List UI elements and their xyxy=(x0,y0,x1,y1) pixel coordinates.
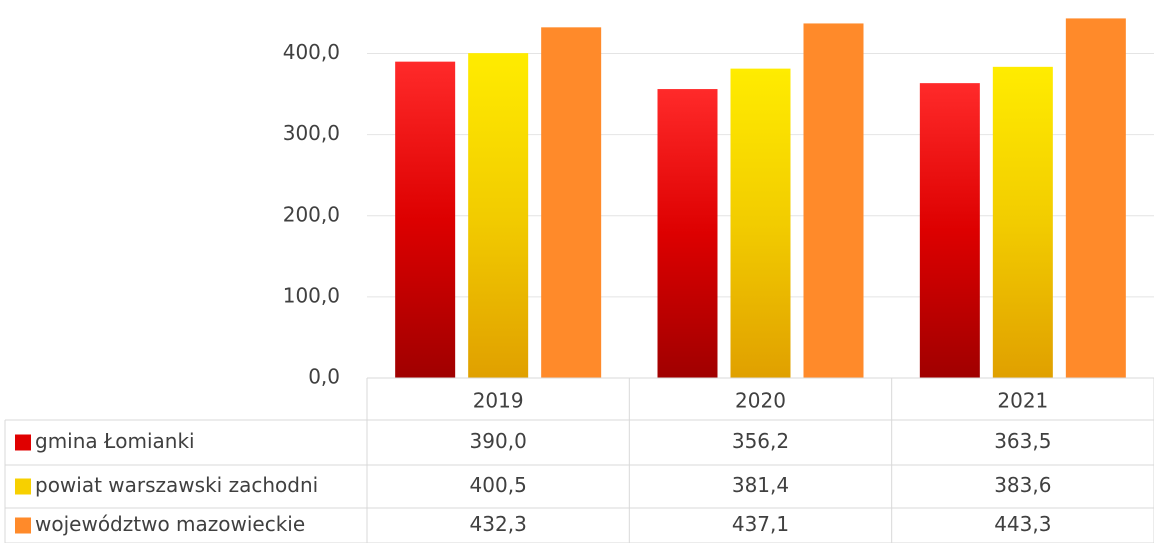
legend-swatch xyxy=(15,434,31,451)
x-tick-label: 2020 xyxy=(735,389,786,413)
x-tick-label: 2019 xyxy=(473,389,524,413)
table-value: 400,5 xyxy=(470,473,527,497)
table-value: 383,6 xyxy=(994,473,1051,497)
bar xyxy=(730,68,791,379)
table-value: 390,0 xyxy=(470,429,527,453)
table-value: 437,1 xyxy=(732,512,789,536)
y-tick-label: 400,0 xyxy=(283,40,340,64)
table-value: 432,3 xyxy=(470,512,527,536)
legend-label: województwo mazowieckie xyxy=(35,512,305,536)
bar xyxy=(1065,18,1126,379)
bar xyxy=(803,23,864,378)
bar xyxy=(919,83,980,379)
legend-label: gmina Łomianki xyxy=(35,429,195,453)
y-tick-label: 200,0 xyxy=(283,202,340,226)
bar xyxy=(657,89,718,378)
table-value: 356,2 xyxy=(732,429,789,453)
bar xyxy=(992,66,1053,379)
y-tick-label: 0,0 xyxy=(308,365,340,389)
legend-swatch xyxy=(15,478,31,495)
x-tick-label: 2021 xyxy=(997,389,1048,413)
y-tick-label: 300,0 xyxy=(283,121,340,145)
bar xyxy=(395,61,456,378)
bar xyxy=(541,27,602,378)
table-value: 363,5 xyxy=(994,429,1051,453)
y-tick-label: 100,0 xyxy=(283,283,340,307)
legend-label: powiat warszawski zachodni xyxy=(35,473,318,497)
bar xyxy=(468,53,529,379)
table-value: 443,3 xyxy=(994,512,1051,536)
legend-swatch xyxy=(15,517,31,534)
table-value: 381,4 xyxy=(732,473,789,497)
